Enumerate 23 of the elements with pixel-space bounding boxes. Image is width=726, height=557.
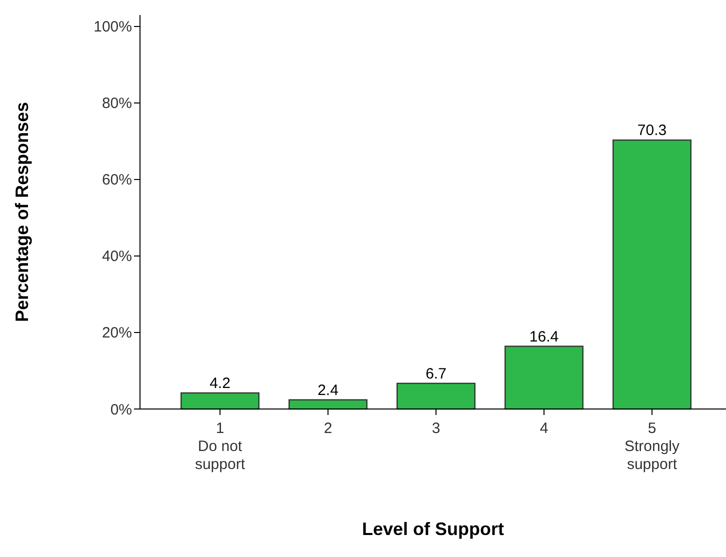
bar bbox=[612, 139, 692, 410]
y-tick-label: 60% bbox=[102, 172, 132, 189]
x-tick-label: 1 Do not support bbox=[194, 420, 246, 473]
y-tick-label: 80% bbox=[102, 95, 132, 112]
y-tick-label: 100% bbox=[94, 18, 132, 36]
bar bbox=[396, 382, 476, 410]
y-axis-title: Percentage of Responses bbox=[12, 102, 32, 322]
data-label: 2.4 bbox=[318, 382, 338, 399]
x-axis-title: Level of Support bbox=[362, 519, 504, 539]
bar bbox=[288, 399, 368, 410]
data-label: 6.7 bbox=[426, 365, 446, 382]
x-tick-label: 5 Strongly support bbox=[624, 420, 680, 473]
bar bbox=[180, 392, 260, 410]
x-tick-label: 2 bbox=[324, 420, 332, 437]
y-tick-label: 0% bbox=[110, 401, 132, 418]
y-tick-label: 20% bbox=[102, 324, 132, 342]
data-label: 16.4 bbox=[529, 328, 559, 346]
bar bbox=[504, 346, 584, 410]
y-tick-label: 40% bbox=[102, 248, 132, 266]
data-label: 4.2 bbox=[210, 374, 230, 392]
x-tick-label: 4 bbox=[540, 420, 548, 437]
x-tick-label: 3 bbox=[432, 420, 440, 437]
data-label: 70.3 bbox=[637, 122, 667, 140]
